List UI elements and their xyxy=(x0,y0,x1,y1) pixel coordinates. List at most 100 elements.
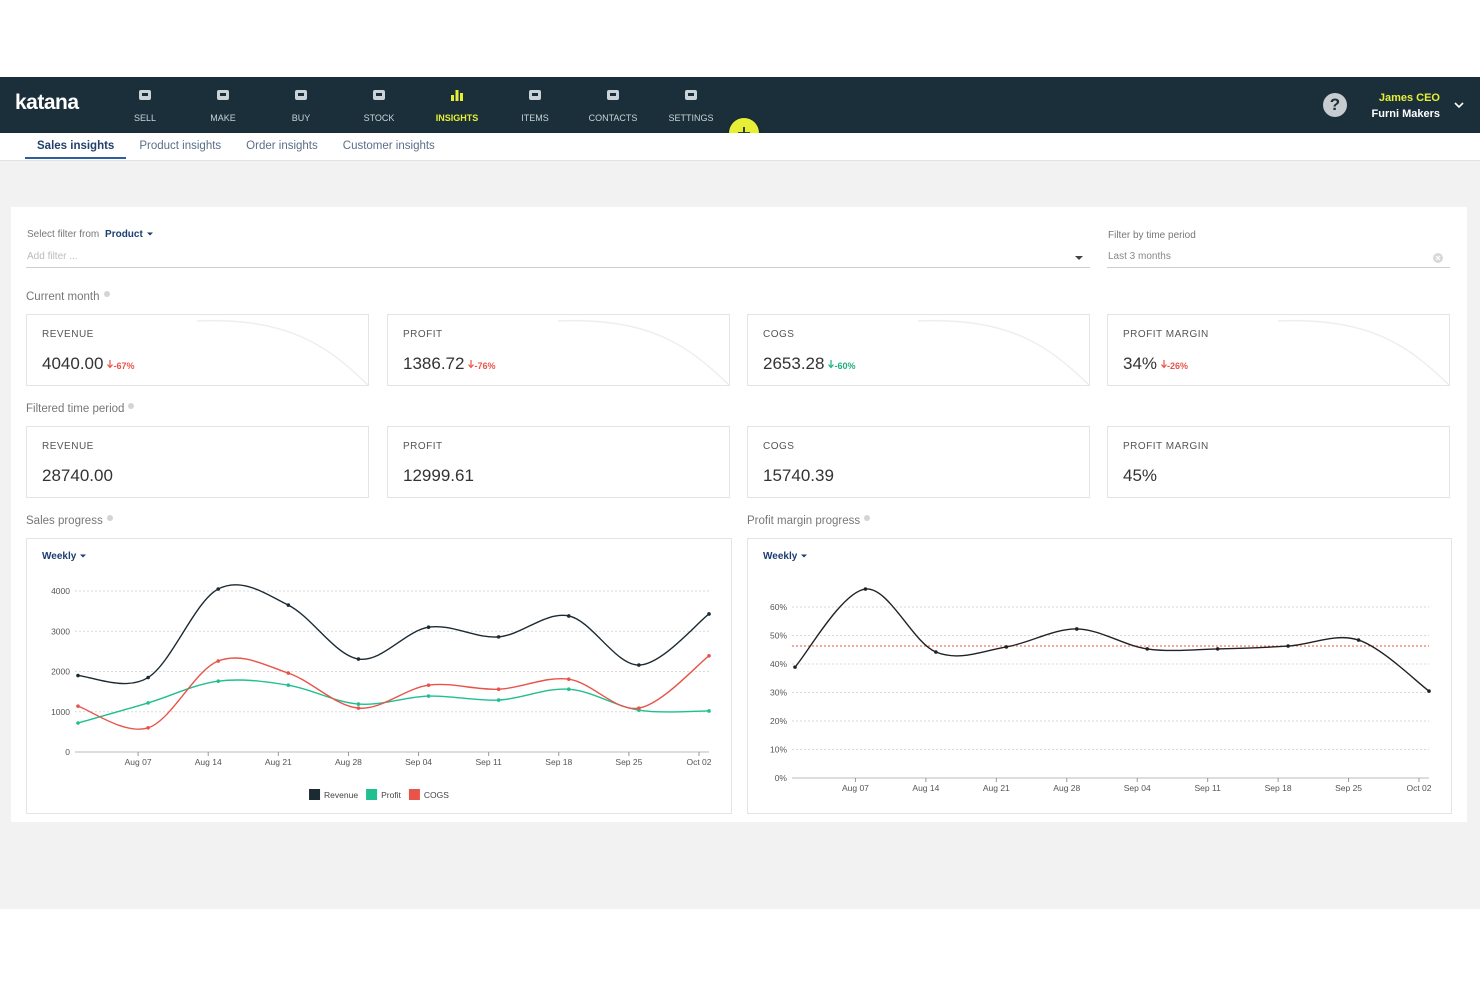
nav-item[interactable]: SELL xyxy=(105,77,185,133)
sparkline xyxy=(557,319,729,385)
value-text: 4040.00 xyxy=(42,354,104,373)
filter-underline xyxy=(26,267,1090,268)
value-text: 2653.28 xyxy=(763,354,825,373)
metric-card: COGS 2653.28 -60% xyxy=(747,314,1090,386)
arrow xyxy=(468,360,475,369)
sub-tabs: Sales insights Product insights Order insi… xyxy=(0,133,1480,161)
card-value: 15740.39 xyxy=(763,466,834,486)
x-tick-label: Oct 02 xyxy=(1406,783,1431,793)
filter-input[interactable]: Add filter ... xyxy=(27,251,78,262)
clear-icon[interactable] xyxy=(1432,252,1444,264)
period-select[interactable]: Weekly xyxy=(763,551,808,562)
nav-icon xyxy=(451,90,463,101)
nav-label: BUY xyxy=(291,113,311,123)
nav-item[interactable]: INSIGHTS xyxy=(417,77,497,133)
sparkline xyxy=(196,319,368,385)
info-icon[interactable] xyxy=(864,515,871,521)
info-icon[interactable] xyxy=(128,403,135,409)
card-value: 2653.28 -60% xyxy=(763,354,855,374)
point xyxy=(1286,644,1290,648)
point xyxy=(146,701,150,705)
filter-caret[interactable] xyxy=(1074,255,1084,261)
metric-card: COGS 15740.39 xyxy=(747,426,1090,498)
x-tick-label: Aug 28 xyxy=(335,757,362,767)
point xyxy=(286,683,291,687)
x-tick-label: Oct 02 xyxy=(686,757,711,767)
x-tick-label: Aug 07 xyxy=(842,783,869,793)
point xyxy=(707,654,711,658)
point xyxy=(496,687,501,692)
point xyxy=(1427,689,1431,693)
arrow xyxy=(107,360,114,369)
selector-caret xyxy=(146,232,153,236)
nav-label: INSIGHTS xyxy=(435,113,479,123)
y-tick-label: 50% xyxy=(770,631,787,641)
icon-part xyxy=(688,93,694,96)
period-select[interactable]: Weekly xyxy=(42,551,87,562)
metric-card: PROFIT 12999.61 xyxy=(387,426,730,498)
y-tick-label: 1000 xyxy=(51,707,70,717)
time-select[interactable]: Last 3 months xyxy=(1108,251,1171,262)
user-company[interactable]: Furni Makers xyxy=(1371,108,1440,120)
x-tick-label: Sep 04 xyxy=(1124,783,1151,793)
card-label: REVENUE xyxy=(42,329,94,340)
point xyxy=(496,698,501,702)
value-text: 12999.61 xyxy=(403,466,474,485)
nav-label: SELL xyxy=(133,113,157,123)
nav-label: MAKE xyxy=(210,113,236,123)
point xyxy=(637,706,641,710)
help-button[interactable]: ? xyxy=(1323,93,1347,117)
point xyxy=(793,665,797,669)
x-tick-label: Aug 14 xyxy=(195,757,222,767)
nav-icon xyxy=(373,90,385,100)
series-line xyxy=(794,588,1430,692)
filter-selector[interactable]: Product xyxy=(105,229,143,240)
caret xyxy=(80,554,87,558)
legend-swatch xyxy=(408,789,420,800)
point xyxy=(707,612,711,616)
chart-card: Weekly 0% 10% 20% 30% 40% 50% 60% Aug 07 Aug 14 Au… xyxy=(747,538,1452,814)
point xyxy=(566,687,571,692)
nav-item[interactable]: CONTACTS xyxy=(573,77,653,133)
info-icon[interactable] xyxy=(103,291,110,297)
brand[interactable]: katana xyxy=(15,91,79,114)
nav-item[interactable]: BUY xyxy=(261,77,341,133)
legend-swatch xyxy=(366,789,378,800)
tab[interactable]: Sales insights xyxy=(37,140,115,152)
tab[interactable]: Customer insights xyxy=(342,140,435,152)
legend-label: Revenue xyxy=(324,790,358,800)
tab[interactable]: Product insights xyxy=(139,140,222,152)
nav-item[interactable]: MAKE xyxy=(183,77,263,133)
tab-underline xyxy=(25,157,127,159)
nav-item[interactable]: SETTINGS xyxy=(651,77,731,133)
info-icon[interactable] xyxy=(106,515,113,521)
point xyxy=(566,614,571,618)
x-tick-label: Aug 28 xyxy=(1053,783,1080,793)
value-text: 28740.00 xyxy=(42,466,113,485)
card-sparkline xyxy=(196,319,368,385)
point xyxy=(707,709,711,713)
change: -60% xyxy=(828,360,855,371)
user-chevron[interactable] xyxy=(1453,100,1465,110)
caret xyxy=(801,554,808,558)
down-arrow xyxy=(107,360,114,369)
nav-item[interactable]: ITEMS xyxy=(495,77,575,133)
margin-chart-title: Profit margin progress xyxy=(747,515,871,527)
icon-part xyxy=(298,93,304,96)
point xyxy=(566,677,571,681)
point xyxy=(496,635,501,639)
user-name[interactable]: James CEO xyxy=(1378,92,1440,104)
value-text: 45% xyxy=(1123,466,1158,485)
point xyxy=(934,650,938,654)
point xyxy=(426,683,431,687)
point xyxy=(286,603,291,607)
tab[interactable]: Order insights xyxy=(246,140,318,152)
arrow xyxy=(828,360,835,369)
point xyxy=(286,671,291,675)
change-text: -67% xyxy=(113,361,135,371)
change: -76% xyxy=(468,360,495,371)
change: -26% xyxy=(1161,360,1188,371)
point xyxy=(863,587,868,591)
card-sparkline xyxy=(1277,319,1449,385)
nav-item[interactable]: STOCK xyxy=(339,77,419,133)
